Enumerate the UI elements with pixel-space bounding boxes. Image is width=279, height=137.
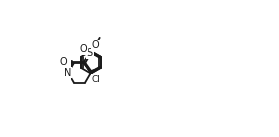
Text: O: O	[92, 40, 100, 50]
Text: N: N	[64, 68, 72, 78]
Text: O: O	[79, 44, 87, 54]
Text: S: S	[87, 48, 93, 58]
Text: O: O	[59, 57, 67, 67]
Text: Cl: Cl	[91, 75, 100, 84]
